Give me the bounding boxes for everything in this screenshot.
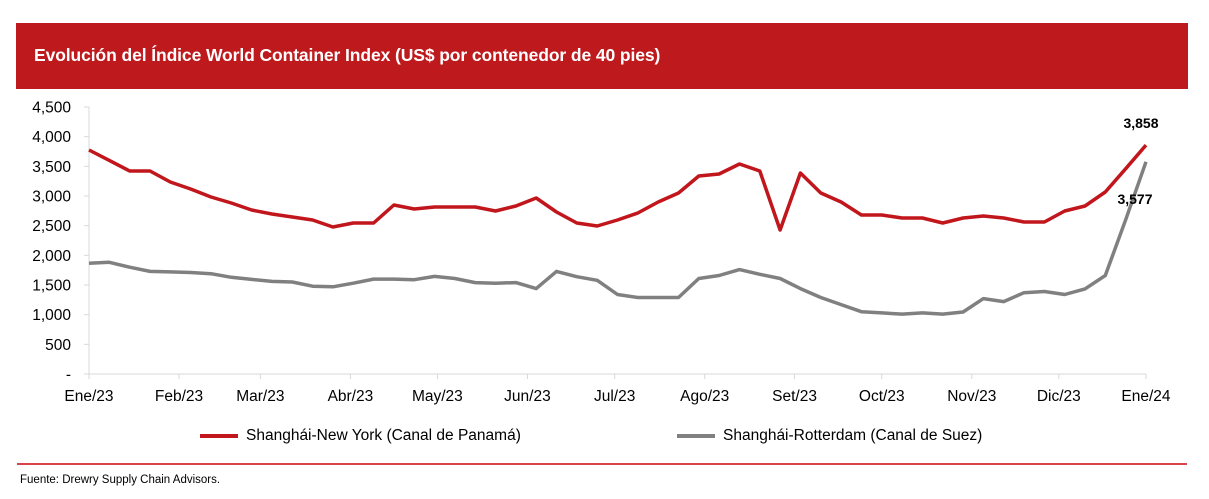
y-tick-label: 3,000: [32, 189, 71, 206]
x-tick-label: Nov/23: [947, 388, 996, 405]
x-tick-label: Abr/23: [328, 388, 374, 405]
series-line-shanghai-rotterdam: [88, 161, 1148, 316]
x-tick-label: Ene/24: [1121, 388, 1171, 405]
x-tick-label: Oct/23: [859, 388, 905, 405]
y-tick-label: 2,500: [32, 218, 71, 235]
y-tick-label: 500: [45, 337, 71, 354]
legend-label: Shanghái-Rotterdam (Canal de Suez): [723, 427, 983, 444]
legend-item-shanghai-rotterdam: Shanghái-Rotterdam (Canal de Suez): [677, 426, 982, 446]
source-note: Fuente: Drewry Supply Chain Advisors.: [20, 474, 221, 486]
data-label-rotterdam-end: 3,577: [1117, 191, 1152, 207]
chart-title-bar: Evolución del Índice World Container Ind…: [16, 23, 1188, 89]
x-tick-label: Feb/23: [155, 388, 203, 405]
y-tick-label: 2,000: [32, 248, 71, 265]
legend-swatch-gray: [677, 434, 715, 438]
x-tick-label: Jul/23: [594, 388, 635, 405]
x-tick-label: Ago/23: [680, 388, 729, 405]
y-tick-label: 4,000: [32, 129, 71, 146]
x-tick-label: May/23: [412, 388, 463, 405]
y-tick-label: 1,500: [32, 278, 71, 295]
y-tick-label: 3,500: [32, 159, 71, 176]
chart-title: Evolución del Índice World Container Ind…: [34, 45, 661, 65]
y-tick-label: 1,000: [32, 307, 71, 324]
footer-divider: [17, 463, 1187, 465]
legend-swatch-red: [200, 434, 238, 438]
x-tick-label: Jun/23: [504, 388, 551, 405]
y-tick-label: 4,500: [32, 100, 71, 117]
legend-item-shanghai-new-york: Shanghái-New York (Canal de Panamá): [200, 426, 521, 446]
series-line-shanghai-new-york: [88, 143, 1148, 232]
axes: - 500 1,000 1,500 2,000 2,500 3,000 3,500 4,000 4…: [32, 100, 1171, 406]
y-tick-label: -: [66, 367, 71, 384]
data-labels: 3,858 3,577: [1117, 115, 1158, 207]
x-tick-label: Set/23: [772, 388, 817, 405]
series-layer: [88, 143, 1148, 316]
data-label-new-york-end: 3,858: [1123, 115, 1158, 131]
legend-label: Shanghái-New York (Canal de Panamá): [246, 427, 521, 444]
x-tick-label: Mar/23: [236, 388, 284, 405]
x-tick-label: Ene/23: [64, 388, 113, 405]
x-tick-label: Dic/23: [1037, 388, 1081, 405]
